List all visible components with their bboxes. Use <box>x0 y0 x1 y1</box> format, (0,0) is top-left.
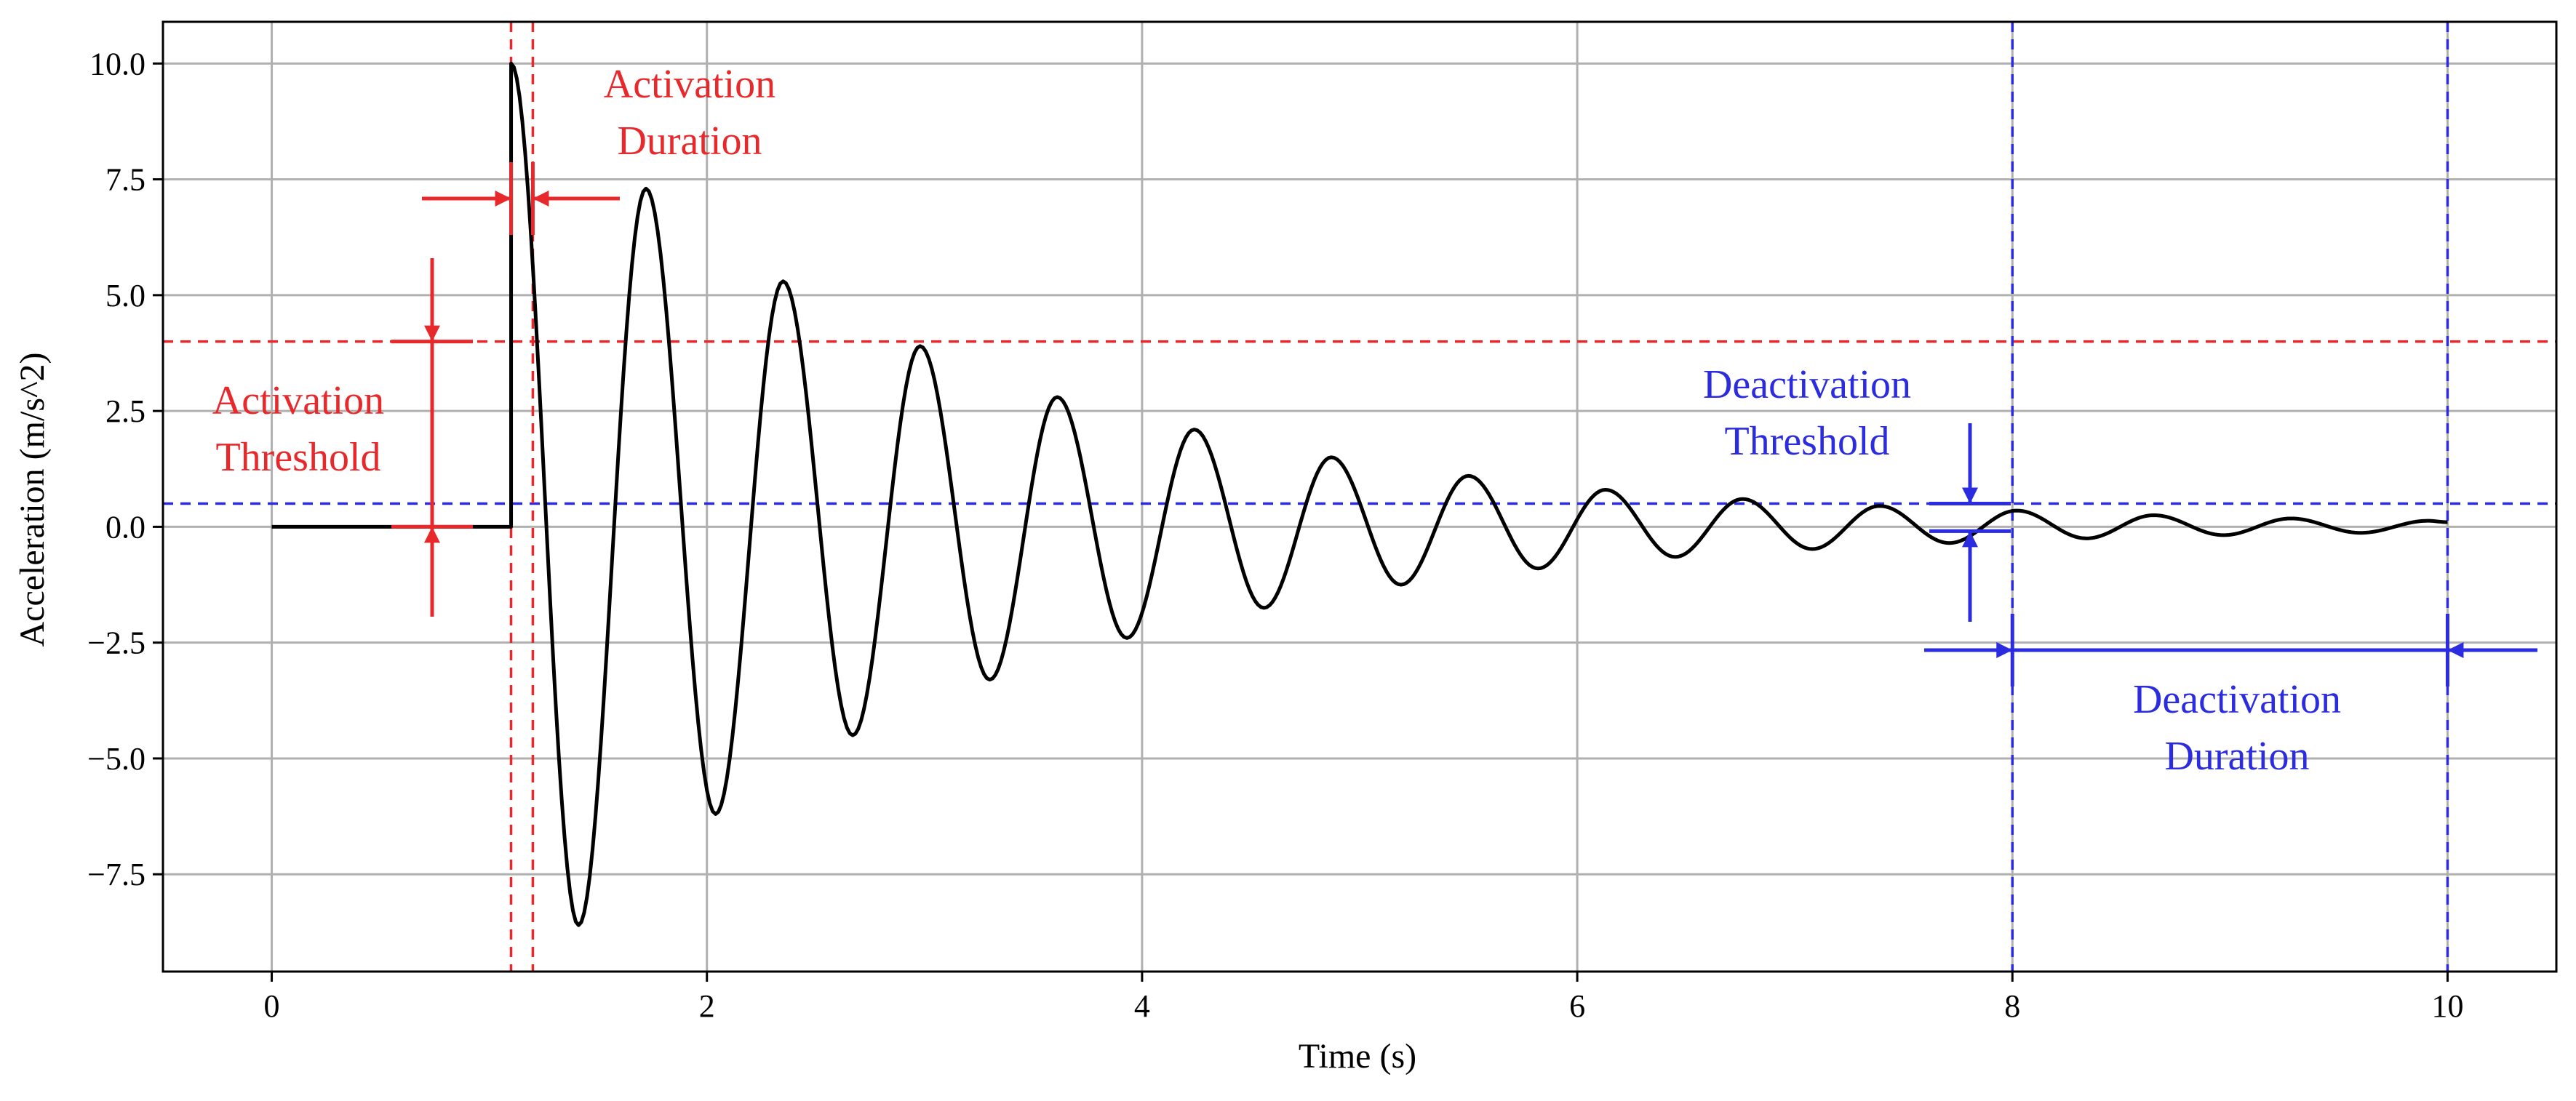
deactivation-threshold-arrowhead <box>1962 487 1978 504</box>
axes: 0 2 4 6 8 10 10.0 7.5 5.0 2.5 0.0 −2.5 −5.0 −7.5 <box>87 20 2558 1024</box>
deactivation-threshold-label: Threshold <box>1724 419 1889 464</box>
activation-threshold-label: Threshold <box>215 435 380 480</box>
deactivation-duration-arrowhead <box>1996 642 2013 658</box>
signal-line <box>271 61 2449 927</box>
x-tick-label: 0 <box>264 988 280 1024</box>
deactivation-duration-label: Deactivation <box>2133 677 2341 722</box>
x-tick-label: 4 <box>1134 988 1150 1024</box>
activation-duration-label: Duration <box>617 119 762 164</box>
grid <box>163 22 2556 972</box>
plot-frame <box>162 20 2558 973</box>
x-tick-label: 2 <box>699 988 715 1024</box>
deactivation-duration-arrowhead <box>2447 642 2464 658</box>
x-axis-label: Time (s) <box>1299 1037 1416 1076</box>
y-tick-label: 5.0 <box>105 278 145 313</box>
activation-threshold-arrowhead <box>424 325 440 342</box>
x-tick-label: 6 <box>1569 988 1585 1024</box>
activation-duration-label: Activation <box>604 62 775 107</box>
activation-duration-arrowhead <box>533 191 549 207</box>
activation-threshold-label: Activation <box>212 378 384 423</box>
series <box>271 61 2449 927</box>
y-tick-label: −7.5 <box>87 857 145 892</box>
y-tick-label: 7.5 <box>105 162 145 198</box>
y-tick-label: −2.5 <box>87 625 145 661</box>
y-tick-label: 0.0 <box>105 509 145 545</box>
deactivation-threshold-arrowhead <box>1962 531 1978 548</box>
deactivation-threshold-label: Deactivation <box>1703 362 1911 407</box>
annotations: Activation Duration Activation Threshold Dea… <box>212 62 2537 779</box>
y-axis-label: Acceleration (m/s^2) <box>13 352 52 646</box>
x-tick-label: 10 <box>2431 988 2463 1024</box>
deactivation-duration-label: Duration <box>2164 734 2309 779</box>
reference-lines <box>163 22 2556 972</box>
activation-threshold-arrowhead <box>424 527 440 543</box>
y-tick-label: 10.0 <box>89 46 145 81</box>
y-tick-label: −5.0 <box>87 741 145 777</box>
activation-duration-arrowhead <box>495 191 511 207</box>
x-tick-label: 8 <box>2004 988 2020 1024</box>
y-tick-label: 2.5 <box>105 393 145 429</box>
